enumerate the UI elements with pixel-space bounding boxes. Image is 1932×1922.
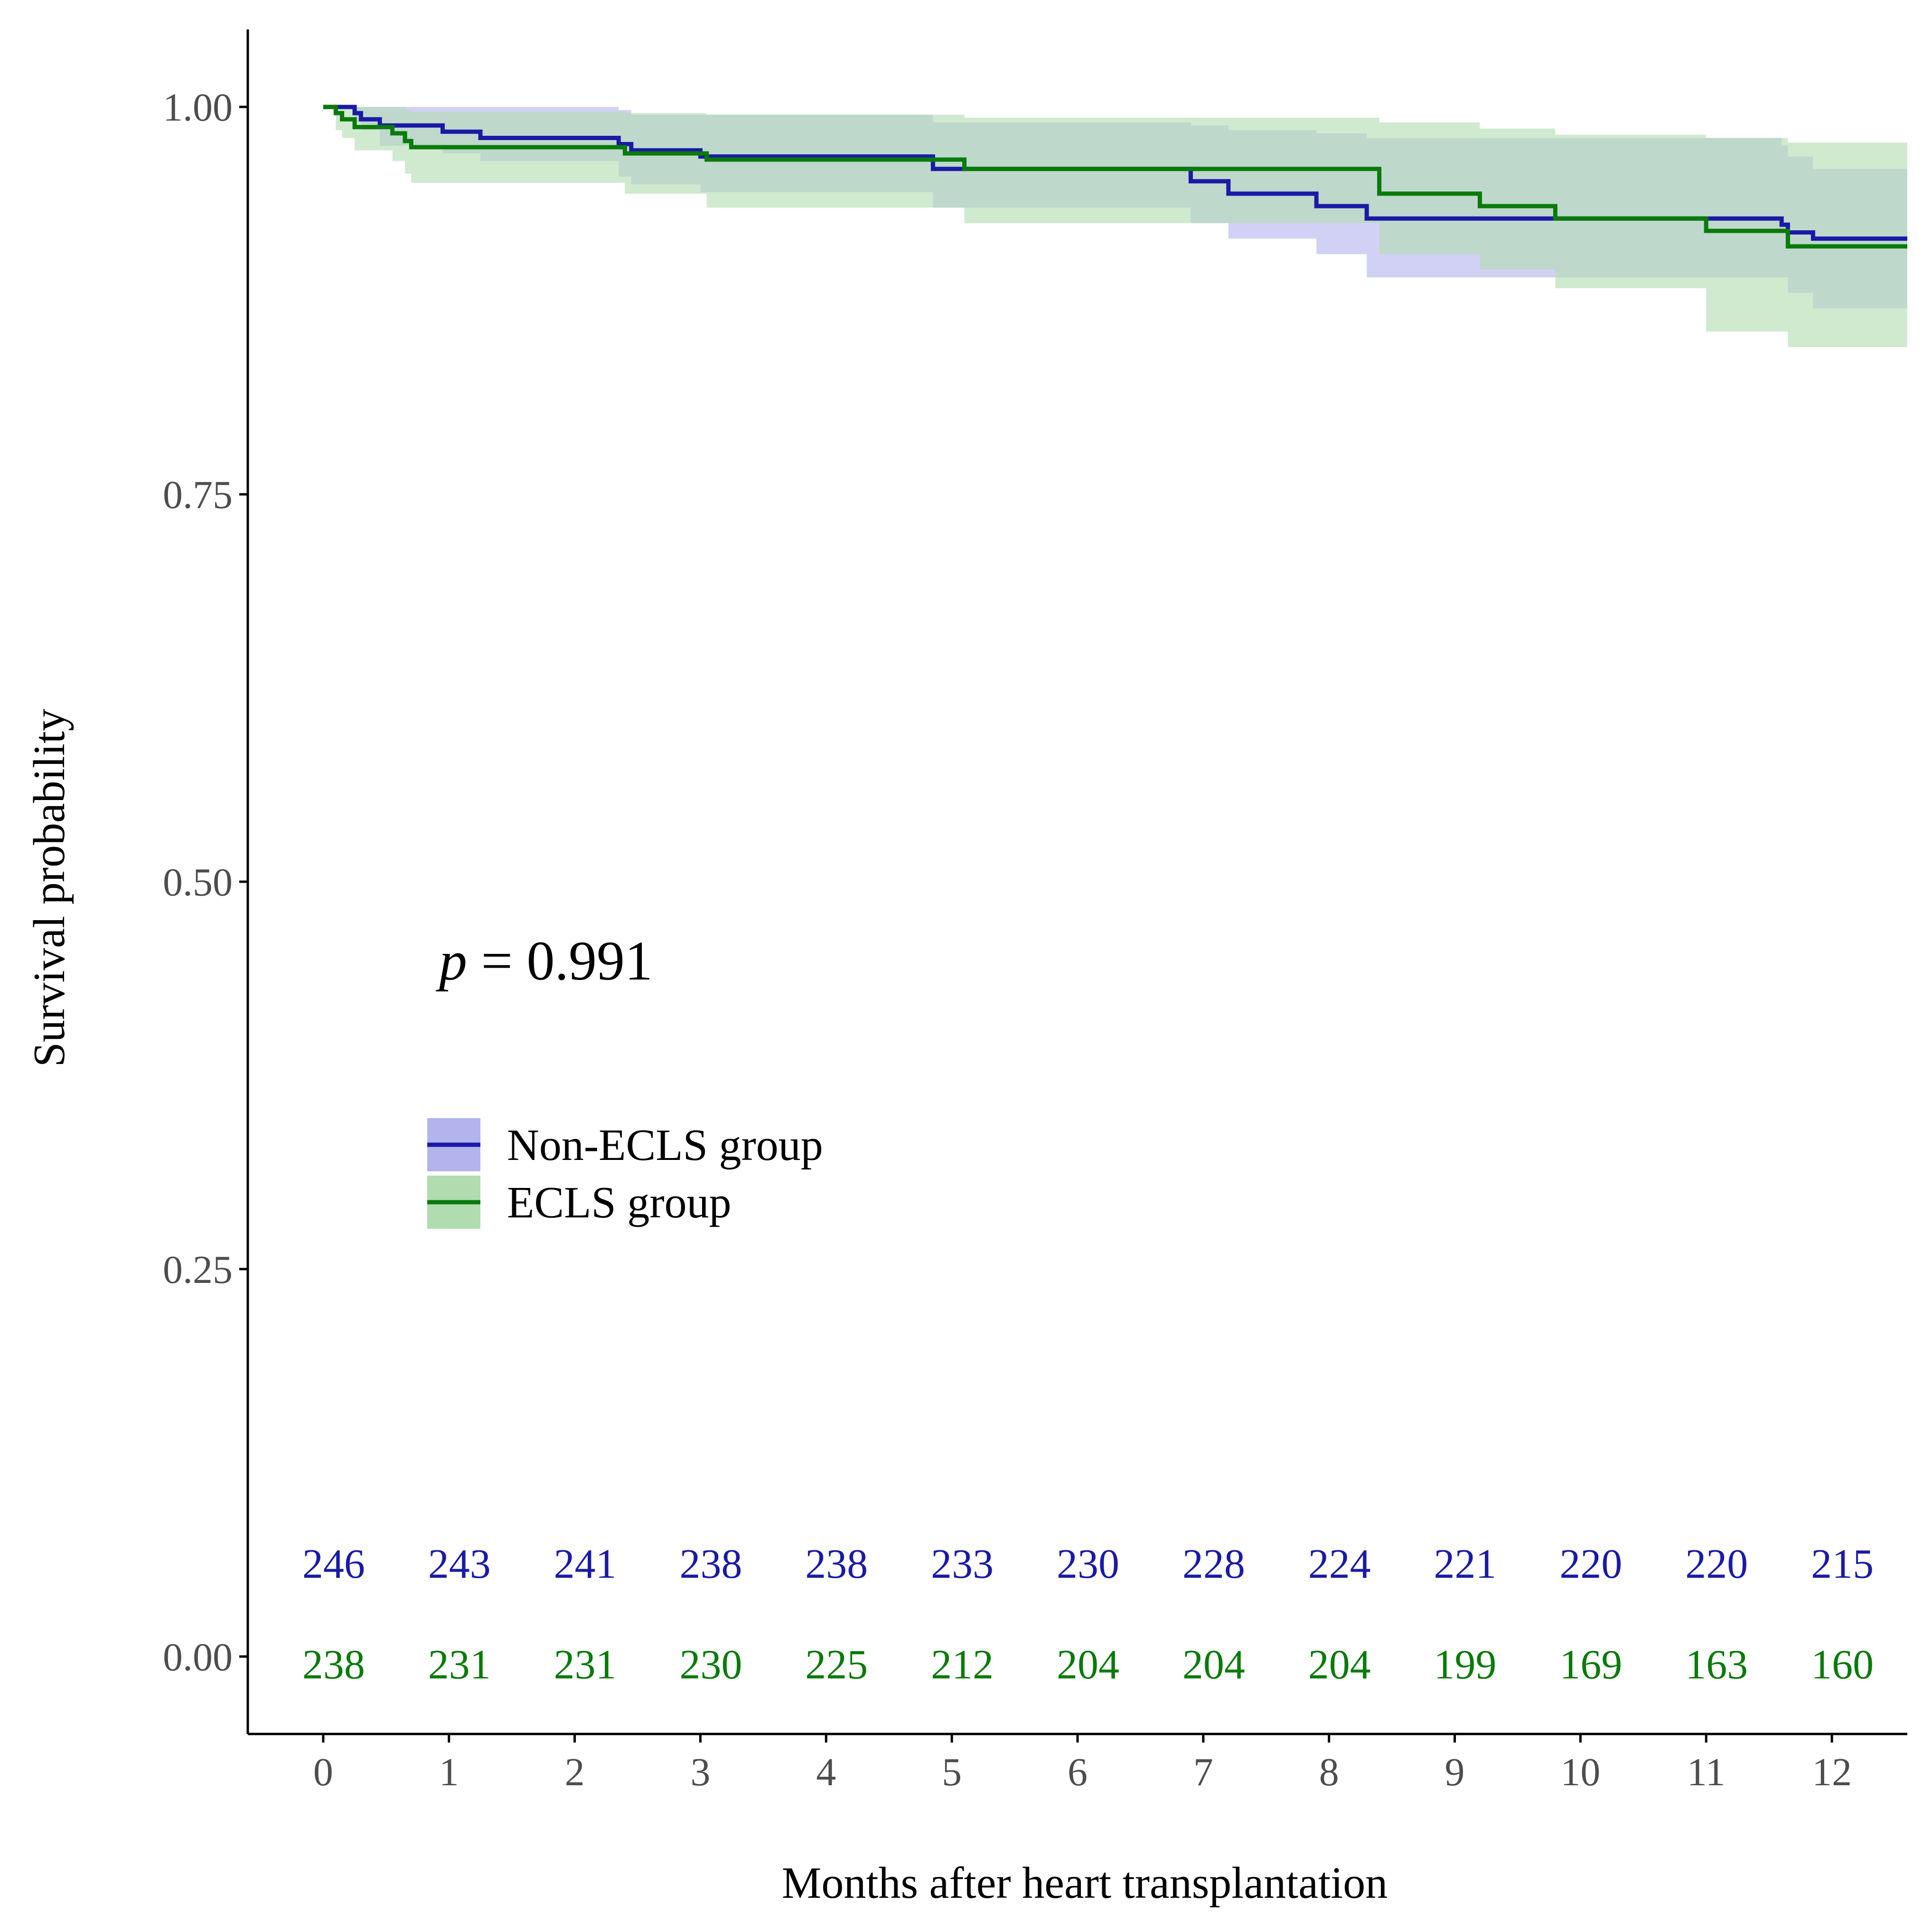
legend-item-non-ecls: Non-ECLS group bbox=[427, 1118, 823, 1171]
x-tick-label: 3 bbox=[690, 1750, 710, 1794]
at-risk-ecls-group: 212 bbox=[931, 1642, 994, 1688]
x-tick-label: 9 bbox=[1445, 1750, 1465, 1794]
number-at-risk: 246 243 241 238 238 233 230 228 224 221 220 220 215 2… bbox=[302, 1541, 1874, 1688]
at-risk-ecls-group: 169 bbox=[1559, 1642, 1622, 1688]
x-tick-label: 4 bbox=[816, 1750, 836, 1794]
p-value-symbol: p bbox=[436, 930, 467, 992]
p-value-text: = 0.991 bbox=[467, 930, 653, 992]
at-risk-non-ecls-group: 233 bbox=[931, 1541, 994, 1587]
p-value-annotation: p = 0.991 bbox=[436, 930, 653, 992]
at-risk-non-ecls-group: 230 bbox=[1057, 1541, 1119, 1587]
at-risk-ecls-group: 238 bbox=[302, 1642, 365, 1688]
x-tick-label: 2 bbox=[565, 1750, 585, 1794]
y-tick-label: 1.00 bbox=[163, 85, 233, 130]
at-risk-non-ecls-group: 241 bbox=[554, 1541, 617, 1587]
x-tick-label: 7 bbox=[1193, 1750, 1213, 1794]
legend-item-ecls: ECLS group bbox=[427, 1176, 732, 1229]
legend-label-non-ecls: Non-ECLS group bbox=[507, 1121, 823, 1170]
y-tick-label: 0.50 bbox=[163, 860, 233, 904]
at-risk-non-ecls-group: 215 bbox=[1811, 1541, 1874, 1587]
at-risk-non-ecls-group: 228 bbox=[1182, 1541, 1245, 1587]
y-tick-label: 0.00 bbox=[163, 1635, 233, 1679]
x-tick-label: 0 bbox=[313, 1750, 333, 1794]
x-tick-label: 6 bbox=[1068, 1750, 1088, 1794]
at-risk-non-ecls-group: 246 bbox=[302, 1541, 365, 1587]
at-risk-ecls-group: 163 bbox=[1685, 1642, 1748, 1688]
at-risk-non-ecls-group: 220 bbox=[1685, 1541, 1748, 1587]
at-risk-non-ecls-group: 243 bbox=[428, 1541, 491, 1587]
x-tick-label: 8 bbox=[1319, 1750, 1339, 1794]
ci-band-ecls-group bbox=[323, 107, 1908, 347]
at-risk-ecls-group: 225 bbox=[805, 1642, 868, 1688]
x-axis-ticks: 0 1 2 3 4 5 6 7 8 9 10 11 12 bbox=[313, 1734, 1852, 1794]
at-risk-ecls-group: 230 bbox=[679, 1642, 742, 1688]
x-tick-label: 12 bbox=[1812, 1750, 1852, 1794]
at-risk-non-ecls-group: 238 bbox=[679, 1541, 742, 1587]
survival-curve-ecls-group bbox=[323, 104, 1907, 249]
at-risk-non-ecls-group: 221 bbox=[1434, 1541, 1497, 1587]
at-risk-ecls-group: 204 bbox=[1182, 1642, 1245, 1688]
x-axis-title: Months after heart transplantation bbox=[782, 1858, 1388, 1908]
survival-curves bbox=[323, 104, 1907, 249]
at-risk-ecls-group: 199 bbox=[1434, 1642, 1497, 1688]
x-tick-label: 5 bbox=[942, 1750, 962, 1794]
at-risk-ecls-group: 231 bbox=[428, 1642, 491, 1688]
y-axis-ticks: 0.00 0.25 0.50 0.75 1.00 bbox=[163, 85, 248, 1679]
x-tick-label: 10 bbox=[1560, 1750, 1600, 1794]
x-tick-label: 11 bbox=[1687, 1750, 1726, 1794]
at-risk-ecls-group: 231 bbox=[554, 1642, 617, 1688]
at-risk-non-ecls-group: 224 bbox=[1308, 1541, 1371, 1587]
legend: Non-ECLS group ECLS group bbox=[427, 1118, 823, 1229]
y-axis-title: Survival probability bbox=[25, 709, 74, 1067]
y-tick-label: 0.25 bbox=[163, 1248, 233, 1292]
x-tick-label: 1 bbox=[439, 1750, 459, 1794]
survival-curve-non-ecls-group bbox=[323, 104, 1907, 241]
legend-label-ecls: ECLS group bbox=[507, 1178, 732, 1227]
y-tick-label: 0.75 bbox=[163, 473, 233, 517]
at-risk-ecls-group: 160 bbox=[1811, 1642, 1874, 1688]
at-risk-non-ecls-group: 220 bbox=[1559, 1541, 1622, 1587]
at-risk-ecls-group: 204 bbox=[1308, 1642, 1371, 1688]
at-risk-ecls-group: 204 bbox=[1057, 1642, 1119, 1688]
at-risk-non-ecls-group: 238 bbox=[805, 1541, 868, 1587]
confidence-bands bbox=[323, 107, 1908, 347]
